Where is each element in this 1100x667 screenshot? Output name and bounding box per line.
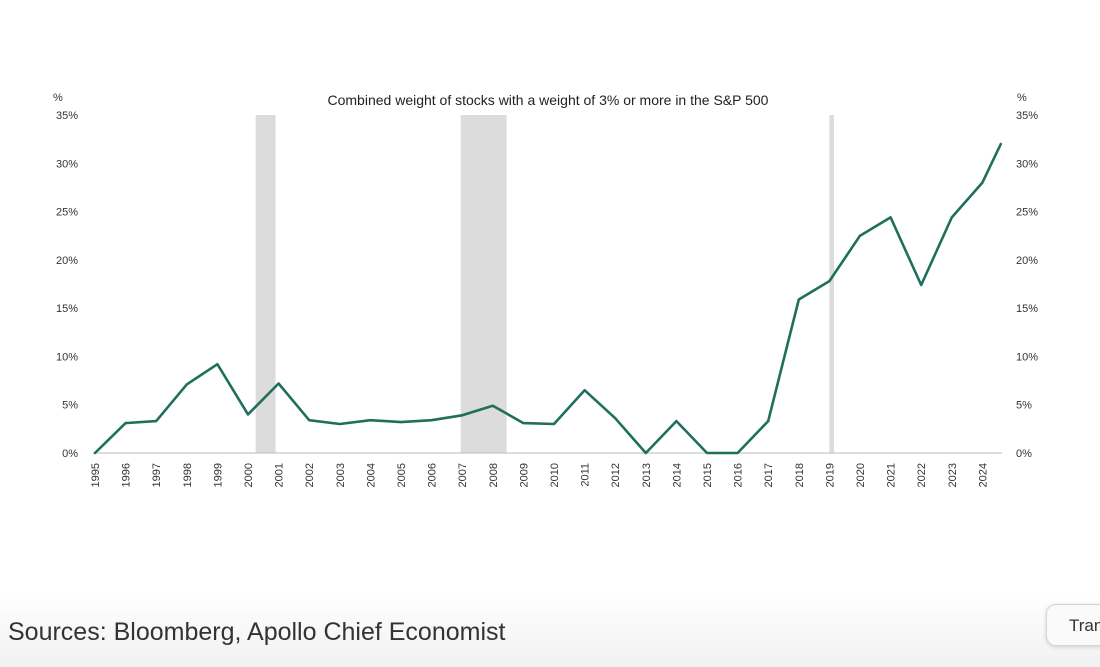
y-axis-unit-right: % xyxy=(1017,92,1027,104)
x-tick-label: 2014 xyxy=(671,463,683,487)
x-tick-label: 2018 xyxy=(794,463,806,487)
x-tick-label: 2019 xyxy=(824,463,836,487)
translate-button[interactable]: Translate xyxy=(1046,604,1100,646)
x-tick-label: 2024 xyxy=(977,463,989,487)
x-tick-label: 2013 xyxy=(641,463,653,487)
x-tick-label: 2012 xyxy=(610,463,622,487)
y-tick-right-label: 10% xyxy=(1016,351,1038,363)
x-tick-label: 2022 xyxy=(916,463,928,487)
x-tick-label: 2005 xyxy=(396,463,408,487)
x-tick-label: 1995 xyxy=(90,463,102,487)
y-tick-right-label: 35% xyxy=(1016,110,1038,122)
recession-band-3 xyxy=(829,115,834,453)
source-bar xyxy=(0,592,1100,667)
x-tick-label: 2006 xyxy=(427,463,439,487)
x-tick-label: 2009 xyxy=(518,463,530,487)
x-tick-label: 1999 xyxy=(212,463,224,487)
y-tick-left-label: 30% xyxy=(56,158,78,170)
y-tick-left-label: 15% xyxy=(56,303,78,315)
y-tick-left-label: 10% xyxy=(56,351,78,363)
x-tick-label: 2011 xyxy=(580,463,592,487)
y-tick-left-label: 0% xyxy=(62,448,78,460)
y-tick-left-label: 5% xyxy=(62,400,78,412)
y-tick-right-label: 15% xyxy=(1016,303,1038,315)
x-tick-label: 2007 xyxy=(457,463,469,487)
recession-band-2 xyxy=(460,115,507,453)
x-tick-label: 2015 xyxy=(702,463,714,487)
y-axis-unit-left: % xyxy=(53,92,63,104)
x-tick-label: 2004 xyxy=(365,463,377,487)
x-tick-label: 2023 xyxy=(947,463,959,487)
x-tick-label: 2017 xyxy=(763,463,775,487)
x-tick-label: 2008 xyxy=(488,463,500,487)
y-tick-right-label: 0% xyxy=(1016,448,1032,460)
recession-band-1 xyxy=(255,115,276,453)
x-tick-label: 2001 xyxy=(274,463,286,487)
series-line-1 xyxy=(93,142,1003,455)
y-tick-right-label: 5% xyxy=(1016,400,1032,412)
x-tick-label: 2021 xyxy=(886,463,898,487)
chart-title: Combined weight of stocks with a weight … xyxy=(328,92,769,108)
y-tick-left-label: 35% xyxy=(56,110,78,122)
x-tick-label: 1997 xyxy=(151,463,163,487)
x-tick-label: 2002 xyxy=(304,463,316,487)
y-tick-right-label: 30% xyxy=(1016,158,1038,170)
x-tick-label: 2000 xyxy=(243,463,255,487)
x-tick-label: 2020 xyxy=(855,463,867,487)
x-tick-label: 1998 xyxy=(182,463,194,487)
x-tick-label: 2010 xyxy=(549,463,561,487)
source-text: Sources: Bloomberg, Apollo Chief Economi… xyxy=(8,618,506,646)
y-tick-left-label: 20% xyxy=(56,255,78,267)
y-tick-right-label: 20% xyxy=(1016,255,1038,267)
x-tick-label: 1996 xyxy=(121,463,133,487)
x-tick-label: 2003 xyxy=(335,463,347,487)
y-tick-left-label: 25% xyxy=(56,207,78,219)
x-tick-label: 2016 xyxy=(733,463,745,487)
y-tick-right-label: 25% xyxy=(1016,207,1038,219)
